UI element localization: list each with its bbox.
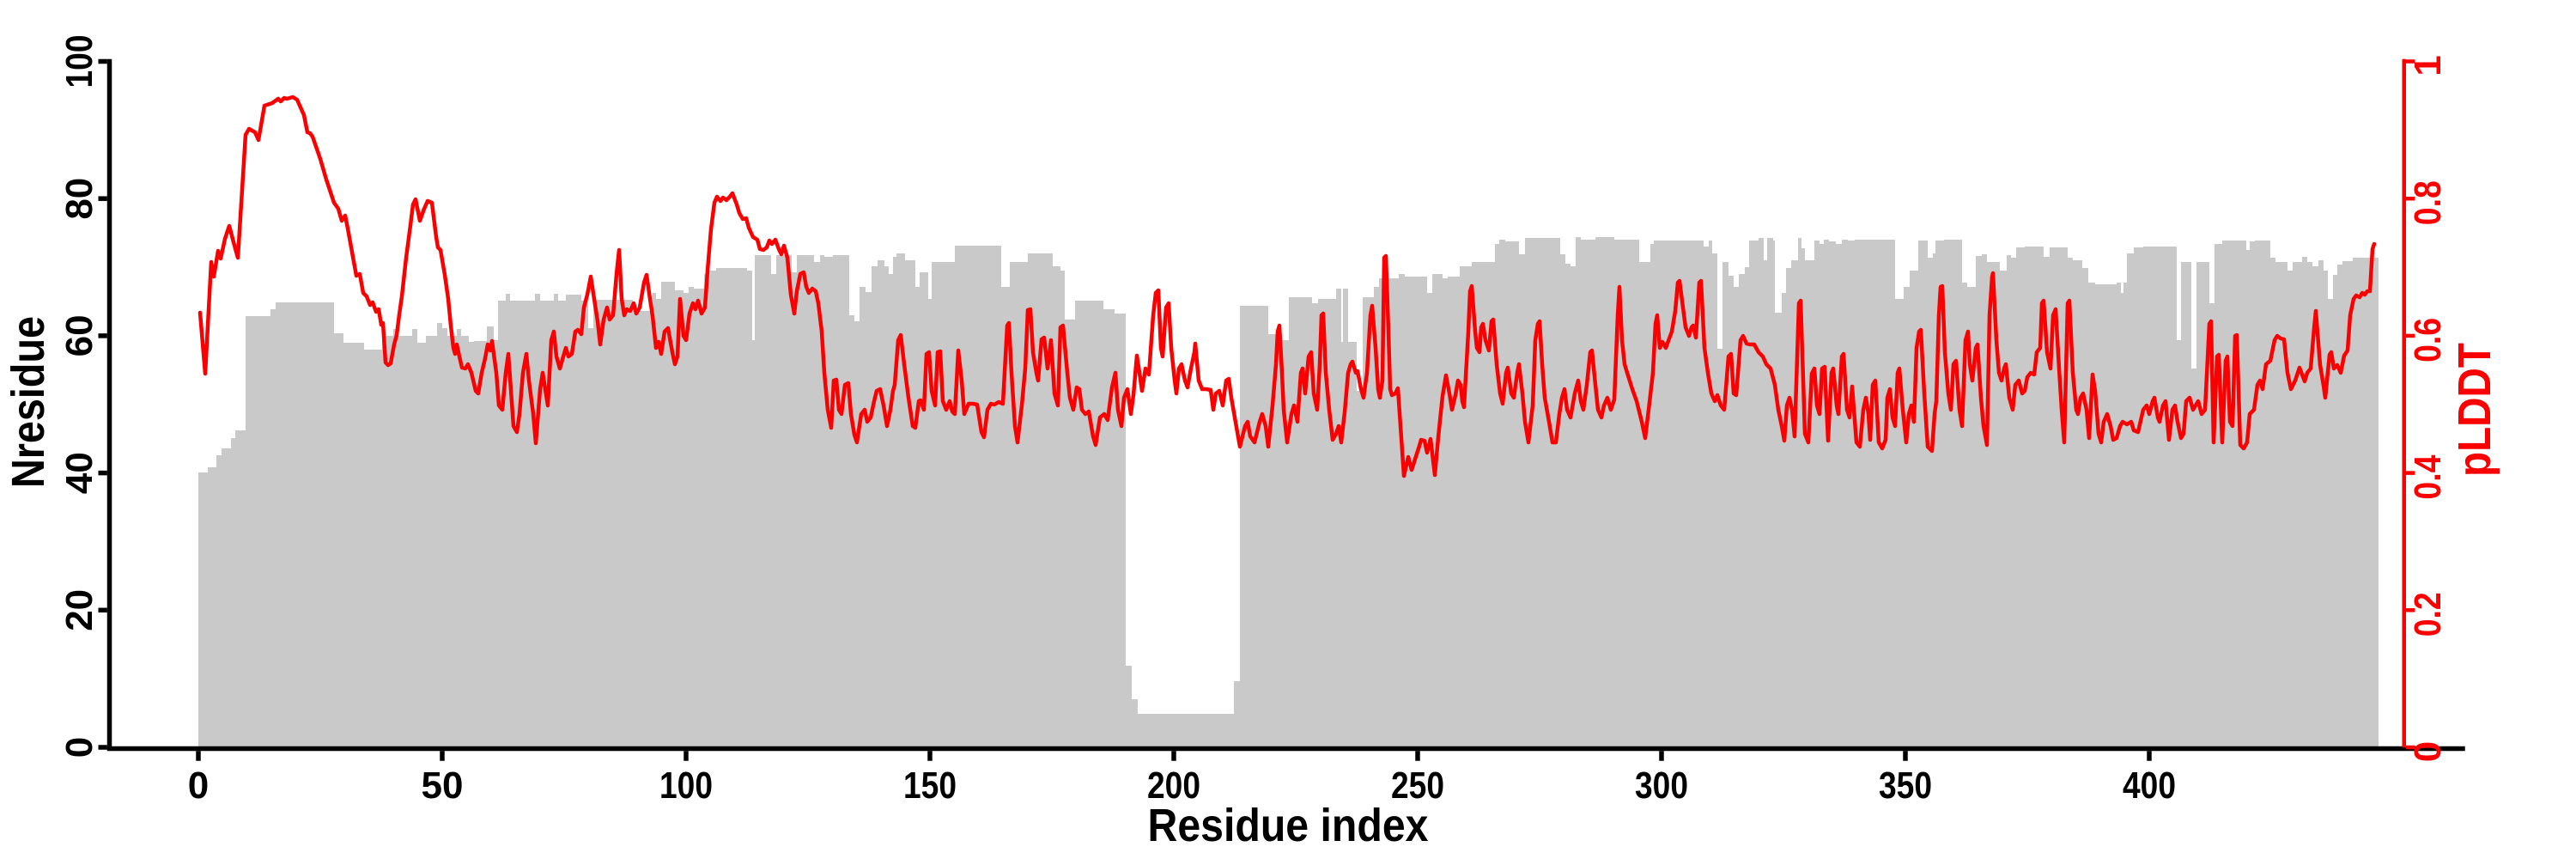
svg-text:0.4: 0.4 bbox=[2407, 454, 2449, 499]
svg-text:350: 350 bbox=[1879, 765, 1932, 807]
svg-text:150: 150 bbox=[903, 765, 957, 807]
svg-text:0: 0 bbox=[188, 765, 209, 807]
svg-text:0: 0 bbox=[58, 737, 100, 758]
svg-text:400: 400 bbox=[2123, 765, 2176, 807]
svg-text:0.8: 0.8 bbox=[2407, 180, 2449, 225]
svg-text:Residue index: Residue index bbox=[1148, 800, 1429, 851]
svg-text:100: 100 bbox=[58, 35, 100, 88]
svg-text:0.6: 0.6 bbox=[2407, 318, 2449, 362]
svg-text:Nresidue: Nresidue bbox=[3, 316, 54, 488]
svg-text:20: 20 bbox=[58, 589, 100, 631]
svg-text:50: 50 bbox=[422, 765, 464, 807]
svg-text:1: 1 bbox=[2407, 55, 2449, 76]
svg-text:100: 100 bbox=[659, 765, 713, 807]
svg-text:250: 250 bbox=[1391, 765, 1444, 807]
svg-text:300: 300 bbox=[1635, 765, 1688, 807]
svg-text:200: 200 bbox=[1147, 765, 1200, 807]
svg-text:pLDDT: pLDDT bbox=[2449, 343, 2500, 477]
svg-text:60: 60 bbox=[58, 314, 100, 356]
svg-text:0.2: 0.2 bbox=[2407, 592, 2449, 637]
svg-text:40: 40 bbox=[58, 452, 100, 494]
svg-text:80: 80 bbox=[58, 178, 100, 220]
svg-text:0: 0 bbox=[2407, 741, 2449, 762]
